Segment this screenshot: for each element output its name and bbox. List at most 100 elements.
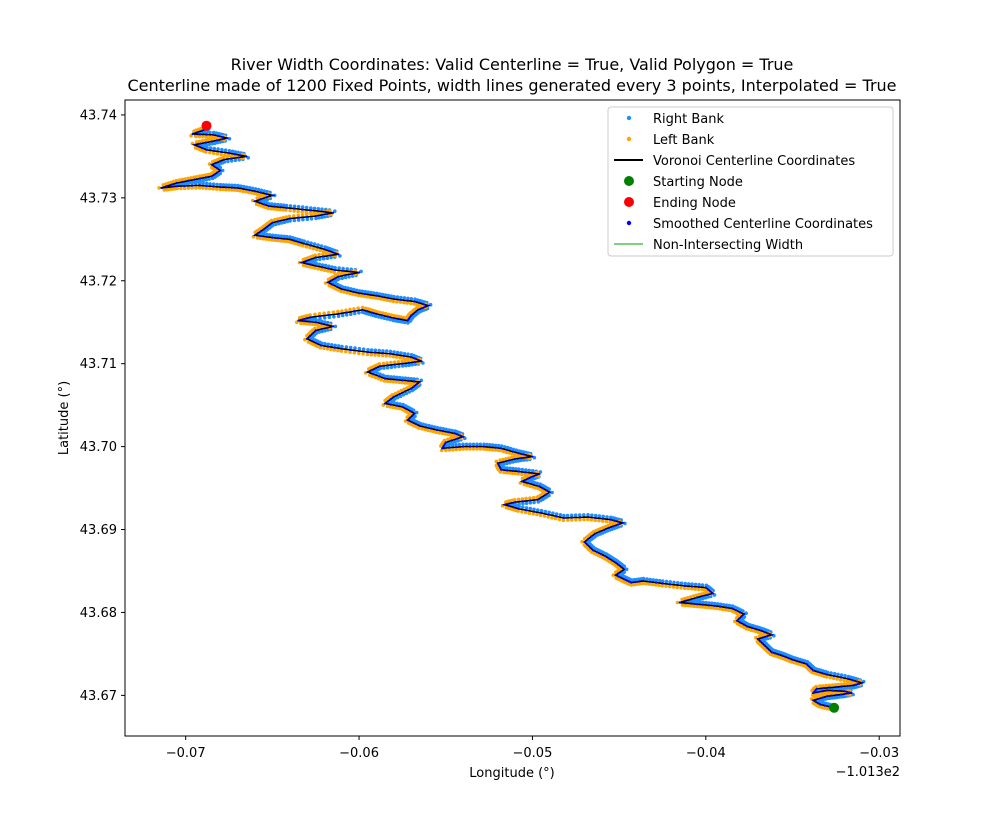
right-bank-point	[301, 218, 305, 222]
smoothed-centerline-point	[390, 378, 392, 380]
smoothed-centerline-point	[856, 680, 858, 682]
left-bank-point	[527, 473, 531, 477]
smoothed-centerline-point	[766, 635, 768, 637]
right-bank-point	[209, 146, 213, 150]
right-bank-point	[215, 183, 219, 187]
left-bank-point	[566, 518, 570, 522]
smoothed-centerline-point	[221, 138, 223, 140]
smoothed-centerline-point	[846, 691, 848, 693]
smoothed-centerline-point	[533, 511, 535, 513]
right-bank-point	[226, 160, 230, 164]
smoothed-centerline-point	[450, 439, 452, 441]
smoothed-centerline-point	[852, 679, 854, 681]
smoothed-centerline-point	[771, 634, 773, 636]
smoothed-centerline-point	[743, 624, 745, 626]
smoothed-centerline-point	[419, 425, 421, 427]
smoothed-centerline-point	[771, 651, 773, 653]
smoothed-centerline-point	[201, 130, 203, 132]
smoothed-centerline-point	[216, 171, 218, 173]
smoothed-centerline-point	[350, 271, 352, 273]
legend-label: Smoothed Centerline Coordinates	[653, 217, 873, 232]
right-bank-point	[396, 351, 400, 355]
smoothed-centerline-point	[725, 606, 727, 608]
smoothed-centerline-point	[741, 615, 743, 617]
left-bank-point	[356, 306, 360, 310]
smoothed-centerline-point	[527, 454, 529, 456]
right-bank-point	[337, 266, 341, 270]
right-bank-point	[578, 513, 582, 517]
left-bank-point	[353, 351, 357, 355]
left-bank-point	[397, 360, 401, 364]
left-bank-point	[574, 518, 578, 522]
smoothed-centerline-point	[297, 320, 299, 322]
smoothed-centerline-point	[525, 509, 527, 511]
smoothed-centerline-point	[192, 133, 194, 135]
smoothed-centerline-point	[309, 209, 311, 211]
smoothed-centerline-point	[817, 698, 819, 700]
smoothed-centerline-point	[349, 349, 351, 351]
smoothed-centerline-point	[283, 219, 285, 221]
left-bank-point	[215, 187, 219, 191]
smoothed-centerline-point	[260, 198, 262, 200]
left-bank-point	[520, 510, 524, 514]
left-bank-point	[505, 506, 509, 510]
right-bank-point	[288, 219, 292, 223]
smoothed-centerline-point	[424, 426, 426, 428]
smoothed-centerline-point	[311, 340, 313, 342]
left-bank-point	[336, 349, 340, 353]
smoothed-centerline-point	[404, 390, 406, 392]
smoothed-centerline-point	[615, 562, 617, 564]
smoothed-centerline-point	[201, 147, 203, 149]
left-bank-point	[163, 188, 167, 192]
smoothed-centerline-point	[483, 446, 485, 448]
smoothed-centerline-point	[176, 182, 178, 184]
smoothed-centerline-point	[638, 580, 640, 582]
smoothed-centerline-point	[268, 205, 270, 207]
smoothed-centerline-point	[521, 480, 523, 482]
right-bank-point	[705, 584, 709, 588]
smoothed-centerline-point	[396, 379, 398, 381]
smoothed-centerline-point	[427, 305, 429, 307]
smoothed-centerline-point	[315, 329, 317, 331]
right-bank-point	[544, 510, 548, 514]
right-bank-point	[525, 501, 529, 505]
y-axis-label: Latitude (°)	[57, 381, 72, 455]
smoothed-centerline-point	[371, 312, 373, 314]
left-bank-point	[370, 353, 374, 357]
smoothed-centerline-point	[387, 297, 389, 299]
smoothed-centerline-point	[315, 321, 317, 323]
smoothed-centerline-point	[384, 378, 386, 380]
smoothed-centerline-point	[171, 186, 173, 188]
right-bank-point	[377, 349, 381, 353]
smoothed-centerline-point	[305, 263, 307, 265]
smoothed-centerline-point	[407, 380, 409, 382]
right-bank-point	[330, 265, 334, 269]
smoothed-centerline-point	[379, 365, 381, 367]
smoothed-centerline-point	[254, 234, 256, 236]
smoothed-centerline-point	[322, 255, 324, 257]
smoothed-centerline-point	[330, 279, 332, 281]
smoothed-centerline-point	[815, 701, 817, 703]
left-bank-point	[322, 312, 326, 316]
smoothed-centerline-point	[266, 196, 268, 198]
left-bank-point	[332, 310, 336, 314]
left-bank-point	[312, 211, 316, 215]
smoothed-centerline-point	[462, 436, 464, 438]
left-bank-point	[333, 271, 337, 275]
smoothed-centerline-point	[850, 692, 852, 694]
right-bank-point	[525, 506, 529, 510]
left-bank-point	[444, 449, 448, 453]
right-bank-point	[234, 159, 238, 163]
left-bank-point	[336, 310, 340, 314]
smoothed-centerline-point	[738, 617, 740, 619]
left-bank-point	[440, 449, 444, 453]
smoothed-centerline-point	[500, 447, 502, 449]
smoothed-centerline-point	[413, 357, 415, 359]
smoothed-centerline-point	[852, 684, 854, 686]
smoothed-centerline-point	[617, 564, 619, 566]
smoothed-centerline-point	[397, 318, 399, 320]
right-bank-point	[382, 366, 386, 370]
right-bank-point	[219, 183, 223, 187]
smoothed-centerline-point	[533, 475, 535, 477]
